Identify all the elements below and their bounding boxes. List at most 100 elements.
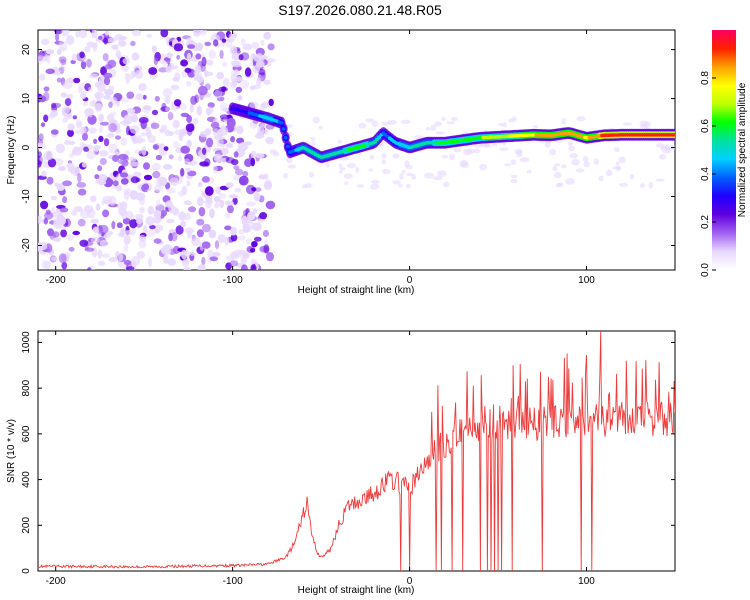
haze-blob bbox=[510, 178, 518, 184]
noise-blob bbox=[245, 238, 253, 245]
noise-blob bbox=[189, 252, 196, 256]
noise-blob bbox=[121, 159, 129, 167]
noise-blob bbox=[225, 40, 233, 48]
noise-blob bbox=[58, 166, 66, 171]
noise-blob bbox=[182, 127, 187, 137]
noise-blob bbox=[186, 180, 191, 187]
noise-blob bbox=[166, 218, 175, 224]
noise-blob bbox=[166, 187, 176, 194]
haze-blob bbox=[479, 163, 487, 171]
noise-blob bbox=[201, 56, 207, 67]
noise-blob bbox=[109, 85, 115, 91]
haze-blob bbox=[430, 124, 437, 132]
noise-blob bbox=[257, 218, 264, 223]
noise-blob bbox=[83, 146, 90, 152]
noise-blob bbox=[99, 150, 109, 157]
noise-blob bbox=[95, 91, 101, 102]
noise-blob bbox=[45, 209, 51, 215]
noise-blob bbox=[230, 234, 238, 242]
noise-blob bbox=[79, 239, 89, 247]
noise-blob bbox=[134, 149, 143, 155]
noise-blob bbox=[230, 45, 238, 55]
noise-blob bbox=[210, 34, 221, 43]
noise-blob bbox=[238, 175, 249, 186]
noise-blob bbox=[135, 219, 143, 225]
noise-blob bbox=[210, 121, 220, 129]
noise-blob bbox=[218, 86, 228, 92]
noise-blob bbox=[212, 252, 221, 257]
noise-blob bbox=[143, 162, 150, 170]
noise-blob bbox=[111, 220, 116, 230]
x-tick-label: 0 bbox=[407, 576, 413, 587]
noise-blob bbox=[82, 132, 88, 141]
noise-blob bbox=[143, 174, 153, 181]
noise-blob bbox=[171, 232, 178, 242]
noise-blob bbox=[194, 64, 202, 73]
noise-blob bbox=[78, 30, 88, 39]
noise-blob bbox=[41, 259, 47, 269]
haze-blob bbox=[453, 148, 462, 153]
noise-blob bbox=[191, 237, 201, 247]
noise-blob bbox=[173, 43, 184, 52]
haze-blob bbox=[369, 154, 375, 160]
haze-blob bbox=[405, 183, 411, 189]
noise-blob bbox=[118, 252, 124, 262]
noise-blob bbox=[62, 196, 68, 204]
noise-blob bbox=[252, 84, 261, 90]
haze-blob bbox=[510, 174, 518, 179]
noise-blob bbox=[43, 114, 49, 123]
noise-blob bbox=[66, 162, 75, 169]
noise-blob bbox=[240, 38, 246, 46]
noise-blob bbox=[185, 81, 192, 87]
noise-blob bbox=[237, 235, 246, 241]
noise-blob bbox=[88, 86, 93, 92]
noise-blob bbox=[205, 71, 214, 77]
noise-blob bbox=[170, 106, 180, 111]
haze-blob bbox=[614, 147, 620, 153]
noise-blob bbox=[177, 155, 183, 162]
noise-blob bbox=[125, 108, 136, 114]
noise-blob bbox=[152, 170, 161, 179]
noise-blob bbox=[90, 218, 100, 224]
noise-blob bbox=[212, 165, 218, 174]
snr-frame bbox=[37, 330, 676, 572]
noise-blob bbox=[147, 134, 157, 144]
haze-blob bbox=[501, 122, 508, 128]
noise-blob bbox=[201, 176, 210, 183]
noise-blob bbox=[241, 264, 248, 270]
noise-blob bbox=[86, 41, 96, 48]
noise-blob bbox=[189, 160, 198, 166]
noise-blob bbox=[80, 60, 87, 70]
noise-blob bbox=[86, 150, 96, 160]
noise-blob bbox=[258, 69, 266, 76]
noise-blob bbox=[118, 40, 127, 47]
noise-blob bbox=[199, 153, 207, 160]
haze-blob bbox=[556, 182, 564, 188]
noise-blob bbox=[66, 93, 74, 100]
noise-blob bbox=[92, 226, 100, 233]
noise-blob bbox=[229, 260, 239, 267]
noise-blob bbox=[238, 142, 248, 152]
noise-blob bbox=[168, 154, 174, 160]
noise-blob bbox=[242, 43, 253, 51]
noise-blob bbox=[129, 161, 140, 167]
noise-blob bbox=[256, 77, 262, 87]
haze-blob bbox=[370, 183, 380, 190]
haze-blob bbox=[318, 125, 324, 130]
haze-blob bbox=[436, 170, 447, 178]
noise-blob bbox=[180, 145, 190, 154]
haze-blob bbox=[343, 173, 353, 180]
haze-blob bbox=[659, 153, 666, 160]
noise-blob bbox=[198, 206, 206, 217]
noise-blob bbox=[97, 260, 106, 266]
haze-blob bbox=[561, 164, 567, 169]
noise-blob bbox=[51, 256, 58, 261]
haze-blob bbox=[618, 156, 626, 164]
noise-blob bbox=[50, 109, 58, 118]
noise-blob bbox=[162, 164, 173, 170]
noise-blob bbox=[238, 249, 247, 255]
noise-blob bbox=[93, 138, 98, 144]
noise-blob bbox=[251, 41, 260, 49]
noise-blob bbox=[76, 121, 83, 129]
haze-blob bbox=[371, 179, 380, 184]
